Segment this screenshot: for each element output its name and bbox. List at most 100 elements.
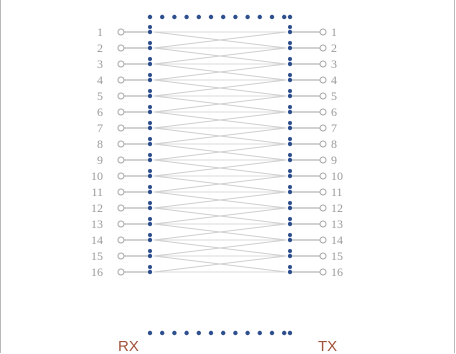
left-pin-terminal [117, 188, 125, 196]
left-pin-terminal [117, 60, 125, 68]
right-pin-terminal [319, 156, 327, 164]
contact-dot [196, 330, 201, 336]
contact-dot [147, 253, 153, 259]
right-pin-number: 10 [331, 169, 343, 183]
right-pin-terminal [319, 172, 327, 180]
contact-dot [287, 269, 293, 275]
left-pin-terminal [117, 268, 125, 276]
contact-dot [147, 29, 153, 35]
right-pin-number: 5 [331, 89, 337, 103]
contact-dot [288, 249, 292, 253]
wire [153, 159, 287, 177]
right-pin-number: 16 [331, 265, 343, 279]
left-pin-terminal [117, 92, 125, 100]
contact-dot [147, 141, 153, 147]
left-pin-number: 11 [91, 185, 103, 199]
contact-dot [147, 157, 153, 163]
left-pin-terminal [117, 44, 125, 52]
contact-dot [160, 330, 165, 336]
contact-dot [196, 14, 201, 20]
left-pin-number: 9 [97, 153, 103, 167]
left-pin-number: 10 [91, 169, 103, 183]
left-pin-terminal [117, 252, 125, 260]
contact-dot [221, 14, 226, 20]
contact-dot [147, 269, 153, 275]
contact-dot [288, 137, 292, 141]
contact-dot [148, 89, 152, 93]
contact-dot [282, 330, 287, 336]
left-pin-terminal [117, 236, 125, 244]
contact-dot [287, 14, 293, 20]
wire [153, 143, 287, 161]
contact-dot [287, 77, 293, 83]
left-pin-number: 6 [97, 105, 103, 119]
contact-dot [257, 330, 262, 336]
right-pin-terminal [319, 60, 327, 68]
contact-dot [221, 330, 226, 336]
contact-dot [147, 237, 153, 243]
contact-dot [147, 125, 153, 131]
contact-dot [148, 137, 152, 141]
right-pin-terminal [319, 236, 327, 244]
contact-dot [269, 14, 275, 20]
contact-dot [148, 201, 152, 205]
contact-dot [147, 330, 153, 336]
right-pin-number: 15 [331, 249, 343, 263]
wire [153, 79, 287, 97]
right-pin-terminal [319, 124, 327, 132]
left-pin-number: 12 [91, 201, 103, 215]
left-pin-number: 8 [97, 137, 103, 151]
right-pin-number: 11 [331, 185, 343, 199]
contact-dot [147, 221, 153, 227]
crossover-wires [153, 31, 287, 273]
left-pin-terminal [117, 124, 125, 132]
right-pin-terminal [319, 204, 327, 212]
contact-dot [287, 61, 293, 67]
contact-dot [288, 105, 292, 109]
contact-dot [245, 330, 250, 336]
contact-dot [287, 237, 293, 243]
contact-dot [208, 330, 214, 336]
right-pin-terminal [319, 188, 327, 196]
right-pin-terminal [319, 92, 327, 100]
wire [153, 31, 287, 49]
contact-dot [147, 45, 153, 51]
contact-dot [288, 201, 292, 205]
contact-dot [148, 41, 152, 45]
wire [153, 95, 287, 113]
contact-dot [287, 141, 293, 147]
pin-leads [117, 28, 327, 276]
contact-dot [148, 217, 152, 221]
contact-dot [172, 330, 177, 336]
right-pin-terminal [319, 76, 327, 84]
contact-dot [148, 25, 152, 29]
right-pin-terminal [319, 28, 327, 36]
contact-dot [160, 14, 165, 20]
wire [153, 127, 287, 145]
left-pin-number: 13 [91, 217, 103, 231]
contact-dot [269, 330, 275, 336]
contact-dot [245, 14, 250, 20]
contact-dot [288, 185, 292, 189]
right-pin-terminal [319, 108, 327, 116]
left-pin-number: 5 [97, 89, 103, 103]
contact-dot [288, 57, 292, 61]
left-pin-terminal [117, 220, 125, 228]
right-pin-number: 6 [331, 105, 337, 119]
right-pin-number: 1 [331, 25, 337, 39]
right-pin-terminal [319, 140, 327, 148]
left-pin-number: 15 [91, 249, 103, 263]
rx-label: RX [118, 338, 139, 354]
contact-dot [147, 189, 153, 195]
right-pin-number: 12 [331, 201, 343, 215]
contact-dot [148, 249, 152, 253]
left-pin-terminal [117, 108, 125, 116]
right-pin-terminal [319, 252, 327, 260]
wire [153, 255, 287, 273]
right-pin-number: 13 [331, 217, 343, 231]
left-pin-number: 14 [91, 233, 103, 247]
contact-dot [288, 89, 292, 93]
right-pin-terminal [319, 268, 327, 276]
